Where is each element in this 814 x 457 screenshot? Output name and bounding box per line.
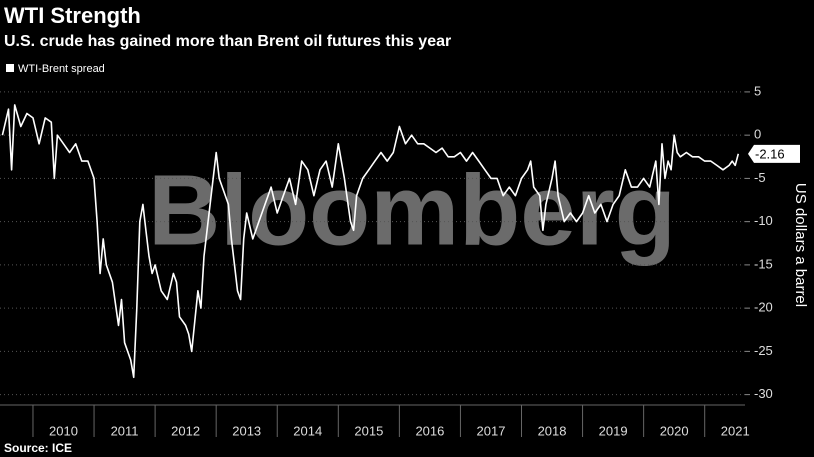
chart-subtitle: U.S. crude has gained more than Brent oi… <box>4 33 451 50</box>
last-value-box <box>748 144 800 163</box>
y-tick-label: -25 <box>754 343 773 358</box>
x-tick-label: 2010 <box>49 423 78 438</box>
y-tick-label: 5 <box>754 83 761 98</box>
y-tick-label: -5 <box>754 170 766 185</box>
source: Source: ICE <box>4 441 72 455</box>
x-tick-label: 2021 <box>721 423 750 438</box>
y-tick-label: 0 <box>754 127 761 142</box>
chart-title: WTI Strength <box>4 3 141 28</box>
y-tick-label: -20 <box>754 300 773 315</box>
x-tick-label: 2020 <box>660 423 689 438</box>
watermark: Bloomberg <box>148 154 676 266</box>
x-tick-label: 2013 <box>232 423 261 438</box>
x-tick-label: 2015 <box>354 423 383 438</box>
x-tick-label: 2012 <box>171 423 200 438</box>
line <box>1 104 740 379</box>
x-tick-label: 2016 <box>415 423 444 438</box>
legend-swatch <box>6 64 14 72</box>
y-tick-label: -30 <box>754 386 773 401</box>
x-tick-label: 2017 <box>477 423 506 438</box>
x-tick-label: 2018 <box>538 423 567 438</box>
x-tick-label: 2014 <box>293 423 322 438</box>
x-tick-label: 2011 <box>111 423 139 438</box>
x-tick-label: 2019 <box>599 423 628 438</box>
last-value-label: -2.16 <box>755 146 785 161</box>
y-tick-label: -15 <box>754 256 773 271</box>
legend-label: WTI-Brent spread <box>18 63 105 75</box>
y-axis-label: US dollars a barrel <box>792 183 809 307</box>
y-tick-label: -10 <box>754 213 773 228</box>
